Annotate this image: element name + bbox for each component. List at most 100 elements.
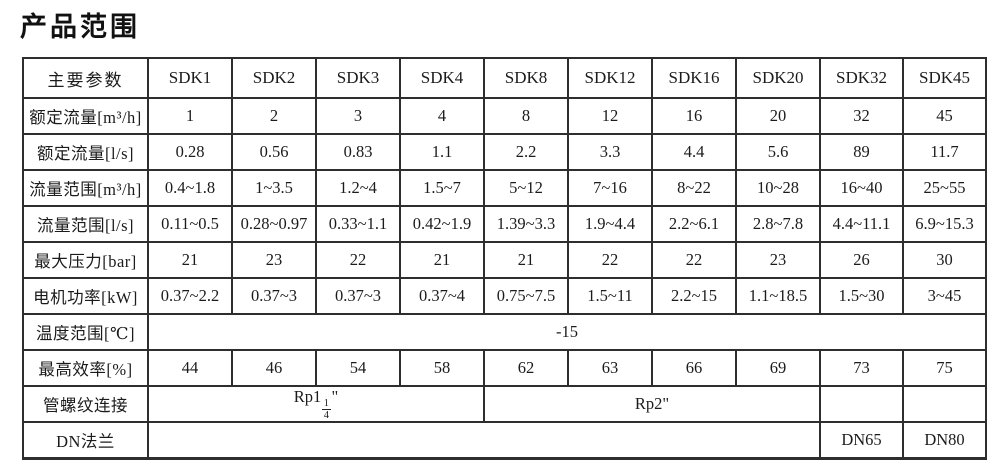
value-cell: 23 (735, 241, 821, 279)
pipe-thread-row: 管螺纹连接 Rp1 1 4 " Rp2" (22, 384, 987, 424)
value-cell: 62 (483, 349, 569, 387)
value-cell: 21 (483, 241, 569, 279)
value-cell: 3.3 (567, 133, 653, 171)
column-header-model: SDK2 (231, 57, 317, 99)
value-cell: 11.7 (902, 133, 987, 171)
value-cell: 1.2~4 (315, 169, 401, 207)
value-cell: 46 (231, 349, 317, 387)
value-cell: 5~12 (483, 169, 569, 207)
row-label: 额定流量[l/s] (22, 133, 149, 171)
row-label: 管螺纹连接 (22, 384, 149, 424)
column-header-model: SDK3 (315, 57, 401, 99)
value-cell: 2.8~7.8 (735, 205, 821, 243)
column-header-model: SDK45 (902, 57, 987, 99)
value-cell: 22 (651, 241, 737, 279)
flange-size-cell: DN65 (819, 421, 904, 460)
value-cell: 23 (231, 241, 317, 279)
row-label: 额定流量[m³/h] (22, 97, 149, 135)
empty-cell (902, 384, 987, 424)
value-cell: 1.5~11 (567, 277, 653, 315)
value-cell: 0.33~1.1 (315, 205, 401, 243)
value-cell: 22 (567, 241, 653, 279)
value-cell: 1.9~4.4 (567, 205, 653, 243)
value-cell: 1.5~30 (819, 277, 904, 315)
value-cell: 69 (735, 349, 821, 387)
dn-flange-row: DN法兰 DN65 DN80 (22, 421, 987, 460)
value-cell: 2.2~15 (651, 277, 737, 315)
value-cell: 7~16 (567, 169, 653, 207)
row-label: 最高效率[%] (22, 349, 149, 387)
value-cell: 0.83 (315, 133, 401, 171)
value-cell: 26 (819, 241, 904, 279)
value-cell: 12 (567, 97, 653, 135)
value-cell: 0.28 (147, 133, 233, 171)
value-cell: 21 (399, 241, 485, 279)
value-cell: 1.5~7 (399, 169, 485, 207)
value-cell: 0.4~1.8 (147, 169, 233, 207)
row-label: 流量范围[m³/h] (22, 169, 149, 207)
product-range-spec-table: 主要参数 SDK1 SDK2 SDK3 SDK4 SDK8 SDK12 SDK1… (22, 57, 987, 460)
column-header-model: SDK4 (399, 57, 485, 99)
value-cell: 0.37~4 (399, 277, 485, 315)
column-header-model: SDK8 (483, 57, 569, 99)
value-cell: 1.39~3.3 (483, 205, 569, 243)
value-cell: 32 (819, 97, 904, 135)
value-cell: 73 (819, 349, 904, 387)
row-label: 流量范围[l/s] (22, 205, 149, 243)
value-cell: 44 (147, 349, 233, 387)
row-label: DN法兰 (22, 421, 149, 460)
row-label: 最大压力[bar] (22, 241, 149, 279)
value-cell: 1~3.5 (231, 169, 317, 207)
value-cell: 0.56 (231, 133, 317, 171)
column-header-model: SDK12 (567, 57, 653, 99)
thread-size-cell-rp114: Rp1 1 4 " (147, 384, 485, 424)
value-cell: 0.11~0.5 (147, 205, 233, 243)
value-cell: 10~28 (735, 169, 821, 207)
value-cell: 1 (147, 97, 233, 135)
value-cell: 1.1 (399, 133, 485, 171)
value-cell: 30 (902, 241, 987, 279)
page-title: 产品范围 (20, 12, 140, 42)
value-cell: 0.75~7.5 (483, 277, 569, 315)
row-label: 温度范围[℃] (22, 313, 149, 351)
temperature-range-row: 温度范围[℃] -15 (22, 313, 987, 351)
column-header-model: SDK16 (651, 57, 737, 99)
value-cell: 58 (399, 349, 485, 387)
value-cell: 8~22 (651, 169, 737, 207)
flange-size-cell: DN80 (902, 421, 987, 460)
flow-range-m3h-row: 流量范围[m³/h] 0.4~1.8 1~3.5 1.2~4 1.5~7 5~1… (22, 169, 987, 207)
value-cell: 1.1~18.5 (735, 277, 821, 315)
value-cell: 0.37~3 (315, 277, 401, 315)
thread-size-cell-rp2: Rp2" (483, 384, 821, 424)
value-cell: 5.6 (735, 133, 821, 171)
flow-range-ls-row: 流量范围[l/s] 0.11~0.5 0.28~0.97 0.33~1.1 0.… (22, 205, 987, 243)
rated-flow-m3h-row: 额定流量[m³/h] 1 2 3 4 8 12 16 20 32 45 (22, 97, 987, 135)
max-efficiency-row: 最高效率[%] 44 46 54 58 62 63 66 69 73 75 (22, 349, 987, 387)
value-cell: 8 (483, 97, 569, 135)
value-cell: 0.28~0.97 (231, 205, 317, 243)
value-cell: 4.4~11.1 (819, 205, 904, 243)
value-cell: 63 (567, 349, 653, 387)
value-cell: 16~40 (819, 169, 904, 207)
value-cell: 6.9~15.3 (902, 205, 987, 243)
value-cell: 16 (651, 97, 737, 135)
motor-power-row: 电机功率[kW] 0.37~2.2 0.37~3 0.37~3 0.37~4 0… (22, 277, 987, 315)
max-pressure-row: 最大压力[bar] 21 23 22 21 21 22 22 23 26 30 (22, 241, 987, 279)
value-cell: 2.2~6.1 (651, 205, 737, 243)
value-cell: 25~55 (902, 169, 987, 207)
value-cell: 22 (315, 241, 401, 279)
column-header-model: SDK20 (735, 57, 821, 99)
value-cell: 45 (902, 97, 987, 135)
value-cell: 2 (231, 97, 317, 135)
value-cell: 21 (147, 241, 233, 279)
value-cell: 0.37~2.2 (147, 277, 233, 315)
row-label: 电机功率[kW] (22, 277, 149, 315)
empty-cell (819, 384, 904, 424)
value-cell: 0.37~3 (231, 277, 317, 315)
column-header-param: 主要参数 (22, 57, 149, 99)
rated-flow-ls-row: 额定流量[l/s] 0.28 0.56 0.83 1.1 2.2 3.3 4.4… (22, 133, 987, 171)
value-cell: 3 (315, 97, 401, 135)
value-cell: 54 (315, 349, 401, 387)
empty-cell (147, 421, 821, 460)
